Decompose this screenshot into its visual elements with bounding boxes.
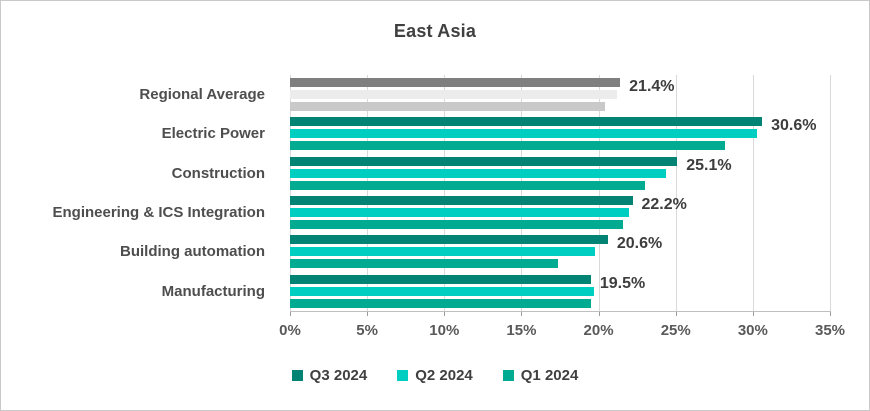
- bar-q2-2024: [290, 90, 618, 99]
- x-axis-tick-label: 25%: [660, 322, 691, 339]
- x-axis-tick-label: 15%: [506, 322, 537, 339]
- bar-group: 25.1%: [290, 154, 830, 193]
- bar-q1-2024: [290, 298, 591, 308]
- data-label: 30.6%: [771, 117, 817, 135]
- data-label: 20.6%: [616, 235, 663, 253]
- x-axis-tick-label: 35%: [814, 322, 846, 339]
- legend-item: Q3 2024: [291, 367, 368, 384]
- category-axis: Regional Average Electric Power Constructi…: [1, 75, 278, 311]
- bar-q3-2024: [290, 78, 621, 87]
- legend-swatch: [502, 370, 514, 381]
- plot-area: 21.4% 30.6% 25.1% 22.2% 20.6% 19.5%: [290, 75, 831, 311]
- bar-group: 20.6%: [290, 232, 830, 271]
- axis-tick-mark: [444, 312, 446, 316]
- x-axis-line: [290, 311, 831, 312]
- bar-stack: 21.4%: [290, 78, 830, 114]
- gridline: [752, 75, 754, 311]
- bar-q3-2024: [290, 235, 608, 245]
- legend-item: Q2 2024: [397, 367, 473, 384]
- bar-stack: 30.6%: [290, 117, 830, 153]
- axis-tick-mark: [598, 312, 600, 316]
- category-label: Building automation: [120, 243, 265, 261]
- bar-stack: 22.2%: [290, 196, 830, 232]
- bar-q2-2024: [290, 129, 758, 139]
- x-axis-tick-labels: 0% 5% 10% 15% 20% 25% 30% 35%: [1, 322, 869, 342]
- x-axis-tick-label: 10%: [429, 322, 460, 339]
- gridline: [830, 75, 831, 311]
- bar-q2-2024: [290, 286, 594, 296]
- x-axis-tick-label: 5%: [356, 322, 378, 339]
- bar-q3-2024: [290, 156, 678, 166]
- legend-label: Q1 2024: [520, 367, 579, 384]
- legend-item: Q1 2024: [502, 367, 579, 384]
- axis-tick-mark: [752, 312, 754, 316]
- bar-q2-2024: [290, 168, 667, 178]
- x-axis-tick-label: 20%: [583, 322, 614, 339]
- legend-swatch: [291, 370, 303, 381]
- bar-group: 30.6%: [290, 114, 830, 153]
- gridline: [521, 75, 523, 311]
- axis-tick-mark: [675, 312, 677, 316]
- legend-label: Q2 2024: [415, 367, 473, 384]
- category-label: Engineering & ICS Integration: [52, 204, 265, 222]
- bar-group: 21.4%: [290, 75, 830, 114]
- bar-q1-2024: [290, 259, 559, 269]
- bar-group: 19.5%: [290, 272, 830, 311]
- data-label: 22.2%: [641, 196, 687, 213]
- x-axis-tick-label: 30%: [737, 322, 768, 339]
- legend-swatch: [397, 370, 409, 381]
- bar-q2-2024: [290, 208, 630, 217]
- gridline: [444, 75, 446, 311]
- gridline: [598, 75, 600, 311]
- chart-title: East Asia: [393, 21, 477, 41]
- category-label: Manufacturing: [161, 282, 265, 300]
- bar-stack: 25.1%: [290, 156, 830, 193]
- bar-q3-2024: [290, 274, 591, 284]
- bar-stack: 19.5%: [290, 274, 830, 311]
- bar-q2-2024: [290, 247, 596, 257]
- bar-q3-2024: [290, 117, 763, 127]
- bar-q1-2024: [290, 180, 645, 190]
- category-label: Construction: [171, 164, 265, 182]
- x-axis-tick-label: 0%: [279, 322, 301, 339]
- bar-stack: 20.6%: [290, 235, 830, 271]
- axis-tick-mark: [830, 312, 831, 316]
- gridline: [367, 75, 369, 311]
- legend: Q3 2024 Q2 2024 Q1 2024: [1, 367, 869, 384]
- bar-q3-2024: [290, 196, 633, 205]
- axis-tick-mark: [367, 312, 369, 316]
- gridline: [675, 75, 677, 311]
- bar-group: 22.2%: [290, 193, 830, 232]
- legend-label: Q3 2024: [309, 367, 368, 384]
- category-label: Regional Average: [139, 86, 265, 104]
- axis-tick-mark: [290, 312, 291, 316]
- data-label: 25.1%: [686, 156, 732, 174]
- bar-q1-2024: [290, 220, 624, 229]
- axis-tick-mark: [521, 312, 523, 316]
- category-label: Electric Power: [161, 125, 265, 143]
- bar-q1-2024: [290, 102, 605, 111]
- gridline: [290, 75, 291, 311]
- data-label: 21.4%: [629, 78, 675, 95]
- bar-q1-2024: [290, 141, 726, 151]
- data-label: 19.5%: [599, 274, 646, 292]
